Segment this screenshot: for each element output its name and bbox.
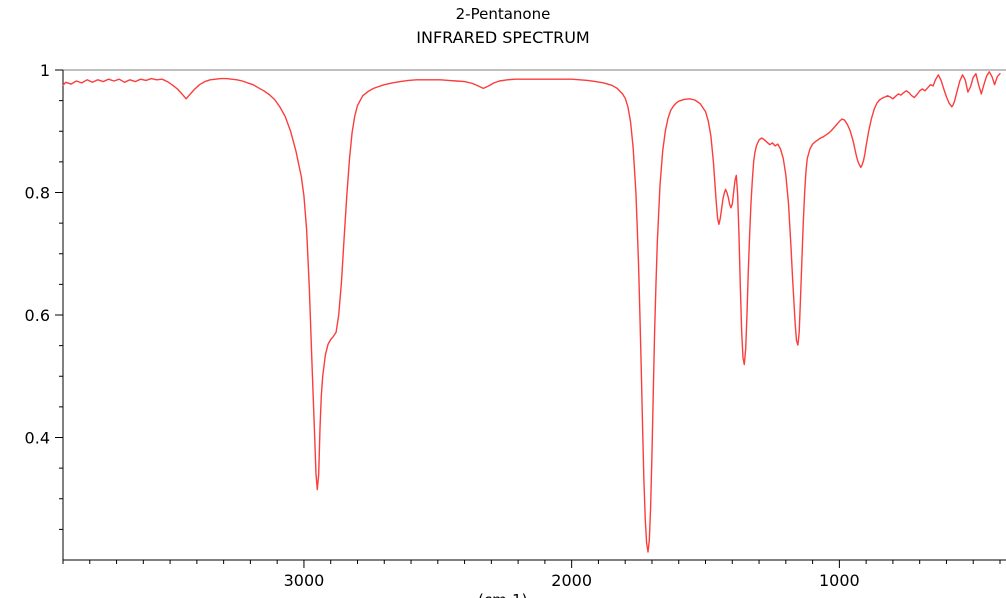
y-tick-label: 1 <box>40 61 50 80</box>
spectrum-curve <box>62 71 1001 553</box>
chart-title: 2-Pentanone <box>455 5 551 23</box>
axes <box>62 70 1006 561</box>
x-axis-label: (cm-1) <box>478 591 528 598</box>
y-tick-label: 0.4 <box>25 429 50 448</box>
tick-marks <box>55 69 1001 568</box>
y-tick-label: 0.8 <box>25 184 50 203</box>
y-tick-label: 0.6 <box>25 306 50 325</box>
chart-subtitle: INFRARED SPECTRUM <box>416 28 590 47</box>
x-tick-label: 2000 <box>551 571 592 590</box>
x-tick-label: 3000 <box>284 571 325 590</box>
tick-labels: 3000 2000 1000 1 0.8 0.6 0.4 <box>25 61 860 590</box>
x-tick-label: 1000 <box>819 571 860 590</box>
